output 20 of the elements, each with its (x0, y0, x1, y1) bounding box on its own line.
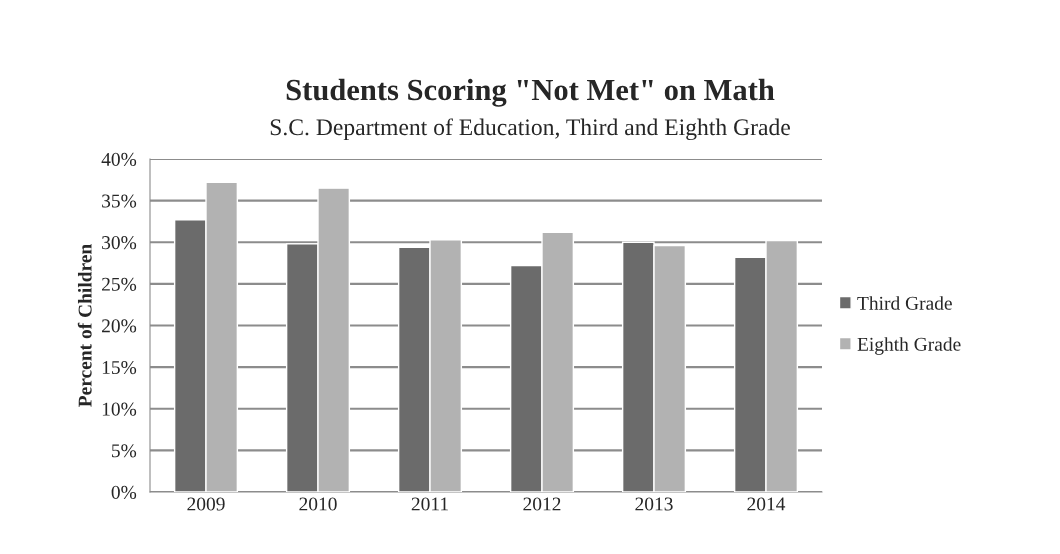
y-tick-label: 5% (112, 444, 137, 458)
y-tick-label: 40% (101, 152, 137, 166)
y-tick-label: 15% (102, 360, 137, 375)
chart-title: Students Scoring "Not Met" on Math (286, 78, 775, 107)
x-tick-label: 2012 (523, 497, 561, 511)
legend-label: Third Grade (857, 296, 952, 310)
y-tick-label: 20% (102, 319, 137, 333)
y-tick-label: 0% (111, 485, 137, 499)
x-tick-label: 2011 (411, 497, 448, 511)
y-tick-label: 30% (102, 236, 137, 250)
y-tick-label: 25% (102, 277, 137, 291)
chart-subtitle: S.C. Department of Education, Third and Eighth Grade (270, 118, 790, 141)
y-axis-title: Percent of Children (77, 244, 92, 407)
x-tick-label: 2010 (299, 497, 337, 511)
y-tick-label: 35% (102, 194, 137, 208)
x-tick-label: 2009 (187, 497, 225, 511)
y-tick-label: 10% (102, 402, 137, 416)
x-tick-label: 2014 (747, 497, 786, 511)
legend-label: Eighth Grade (857, 337, 961, 355)
x-tick-label: 2013 (635, 497, 673, 511)
